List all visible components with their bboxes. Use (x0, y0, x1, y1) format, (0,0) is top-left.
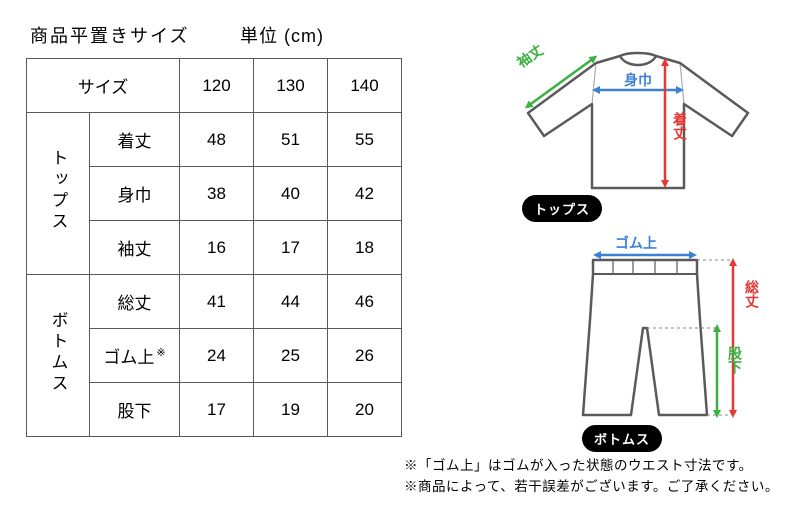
cell: 26 (328, 329, 402, 383)
table-row: トップス 着丈 48 51 55 (27, 113, 402, 167)
pill-tops: トップス (522, 195, 602, 222)
row-label: 着丈 (90, 113, 180, 167)
header-col: 140 (328, 59, 402, 113)
cell: 55 (328, 113, 402, 167)
row-label: 股下 (90, 383, 180, 437)
header-col: 120 (180, 59, 254, 113)
pill-bottoms: ボトムス (582, 425, 662, 452)
cell: 20 (328, 383, 402, 437)
label-mihaba: 身巾 (624, 70, 652, 90)
page-title: 商品平置きサイズ (30, 22, 189, 48)
table-row: ボトムス 総丈 41 44 46 (27, 275, 402, 329)
header-col: 130 (254, 59, 328, 113)
cell: 44 (254, 275, 328, 329)
cell: 40 (254, 167, 328, 221)
tops-diagram (500, 38, 760, 208)
header-size: サイズ (27, 59, 180, 113)
row-label: 身巾 (90, 167, 180, 221)
label-soutake: 総丈 (742, 280, 762, 308)
cell: 19 (254, 383, 328, 437)
cell: 51 (254, 113, 328, 167)
cell: 38 (180, 167, 254, 221)
group-tops: トップス (27, 113, 90, 275)
cell: 24 (180, 329, 254, 383)
label-kitake: 着丈 (670, 112, 690, 140)
label-matashita: 股下 (725, 346, 745, 374)
cell: 46 (328, 275, 402, 329)
cell: 25 (254, 329, 328, 383)
row-label: 総丈 (90, 275, 180, 329)
unit-label: 単位 (cm) (240, 22, 324, 48)
footnote-line: ※「ゴム上」はゴムが入った状態のウエスト寸法です。 (404, 456, 779, 477)
table-header-row: サイズ 120 130 140 (27, 59, 402, 113)
cell: 17 (254, 221, 328, 275)
cell: 17 (180, 383, 254, 437)
footnote-line: ※商品によって、若干誤差がございます。ご了承ください。 (404, 477, 779, 498)
size-table: サイズ 120 130 140 トップス 着丈 48 51 55 身巾 38 4… (26, 58, 402, 437)
cell: 42 (328, 167, 402, 221)
cell: 18 (328, 221, 402, 275)
footnotes: ※「ゴム上」はゴムが入った状態のウエスト寸法です。 ※商品によって、若干誤差がご… (404, 456, 779, 498)
cell: 48 (180, 113, 254, 167)
label-gomuue: ゴム上 (615, 233, 657, 253)
row-label-gomuue: ゴム上※ (90, 329, 180, 383)
bottoms-diagram (555, 230, 785, 445)
cell: 41 (180, 275, 254, 329)
cell: 16 (180, 221, 254, 275)
row-label: 袖丈 (90, 221, 180, 275)
group-bottoms: ボトムス (27, 275, 90, 437)
